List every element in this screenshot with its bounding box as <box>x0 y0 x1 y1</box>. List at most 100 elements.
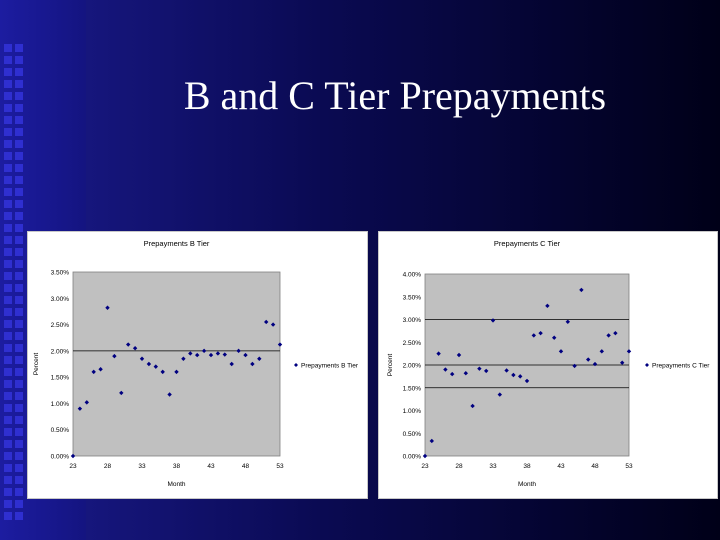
data-point <box>229 361 234 367</box>
decorative-square <box>15 248 23 256</box>
data-point <box>477 366 482 371</box>
decorative-square <box>15 56 23 64</box>
decorative-square <box>4 272 12 280</box>
decorative-square <box>4 188 12 196</box>
legend-label: Prepayments C Tier <box>652 363 710 370</box>
data-point <box>463 370 468 376</box>
y-tick-label: 2.50% <box>403 340 422 347</box>
decorative-square <box>15 272 23 280</box>
decorative-square <box>15 452 23 460</box>
decorative-square <box>15 476 23 484</box>
data-point <box>215 351 221 356</box>
decorative-square <box>15 488 23 496</box>
decorative-square <box>4 440 12 448</box>
decorative-square <box>4 452 12 460</box>
y-tick-label: 4.00% <box>403 272 422 279</box>
data-point <box>270 322 276 327</box>
y-tick-label: 2.00% <box>51 348 70 355</box>
chart-b-tier-svg: Prepayments B Tier 0.00% 0.50% 1.00% 1.50% 2.… <box>33 239 359 488</box>
slide-title: B and C Tier Prepayments <box>183 73 607 118</box>
decorative-square <box>4 176 12 184</box>
decorative-square <box>4 356 12 364</box>
x-tick-label: 23 <box>421 463 429 470</box>
data-point <box>429 438 434 444</box>
decorative-square <box>15 380 23 388</box>
decorative-square <box>15 284 23 292</box>
decorative-square <box>4 152 12 160</box>
decorative-square <box>15 224 23 232</box>
data-point <box>422 453 428 459</box>
data-point <box>257 356 262 361</box>
decorative-square <box>4 104 12 112</box>
legend-marker <box>294 363 298 367</box>
chart-title: Prepayments B Tier <box>144 239 210 248</box>
decorative-square <box>4 416 12 424</box>
decorative-square <box>15 308 23 316</box>
x-tick-label: 43 <box>207 463 215 470</box>
decorative-square <box>4 332 12 340</box>
data-point <box>443 367 448 372</box>
decorative-square <box>4 320 12 328</box>
decorative-square <box>15 164 23 172</box>
decorative-square <box>15 416 23 424</box>
data-point <box>264 319 269 325</box>
data-point <box>484 368 489 374</box>
decorative-square <box>15 128 23 136</box>
decorative-square <box>4 68 12 76</box>
y-tick-label: 0.50% <box>403 431 422 438</box>
data-point <box>188 351 193 356</box>
data-point <box>504 368 509 373</box>
data-point <box>70 453 76 459</box>
data-point <box>470 403 475 409</box>
decorative-square <box>15 464 23 472</box>
chart-c-tier: Prepayments C Tier 0.00% 0.50% 1.00% 1.50% 2.… <box>378 231 718 499</box>
data-point <box>105 305 110 310</box>
x-tick-label: 38 <box>173 463 181 470</box>
decorative-square <box>15 140 23 148</box>
decorative-square <box>4 224 12 232</box>
data-point <box>126 342 131 347</box>
x-tick-label: 48 <box>242 463 250 470</box>
decorative-square <box>15 152 23 160</box>
y-tick-label: 1.00% <box>403 408 422 415</box>
decorative-square <box>4 128 12 136</box>
x-tick-label: 38 <box>523 463 531 470</box>
x-axis-label: Month <box>167 481 185 488</box>
data-point <box>592 361 598 367</box>
y-tick-label: 0.00% <box>51 454 70 461</box>
y-tick-label: 3.00% <box>51 296 70 303</box>
decorative-square <box>4 164 12 172</box>
x-tick-label: 53 <box>276 463 284 470</box>
decorative-square <box>4 476 12 484</box>
data-point <box>243 352 248 358</box>
decorative-square <box>15 176 23 184</box>
data-point <box>450 371 455 377</box>
y-axis-label: Percent <box>33 353 40 376</box>
y-tick-label: 0.50% <box>51 427 70 434</box>
decorative-square <box>4 344 12 352</box>
legend-label: Prepayments B Tier <box>301 363 359 370</box>
decorative-square <box>15 428 23 436</box>
decorative-square <box>4 308 12 316</box>
decorative-square <box>4 392 12 400</box>
data-point <box>201 348 207 354</box>
decorative-square <box>4 380 12 388</box>
data-point <box>497 392 502 397</box>
data-point <box>436 351 441 356</box>
decorative-square <box>15 104 23 112</box>
decorative-square <box>4 56 12 64</box>
data-point <box>98 367 103 372</box>
decorative-square <box>4 200 12 208</box>
x-tick-label: 53 <box>625 463 633 470</box>
decorative-square <box>15 500 23 508</box>
x-tick-label: 33 <box>138 463 146 470</box>
decorative-square <box>15 320 23 328</box>
decorative-square <box>4 260 12 268</box>
decorative-square <box>4 464 12 472</box>
data-point <box>153 364 158 369</box>
decorative-square <box>15 68 23 76</box>
decorative-square <box>4 140 12 148</box>
y-tick-label: 3.50% <box>403 294 422 301</box>
decorative-square <box>4 44 12 52</box>
decorative-square <box>15 200 23 208</box>
